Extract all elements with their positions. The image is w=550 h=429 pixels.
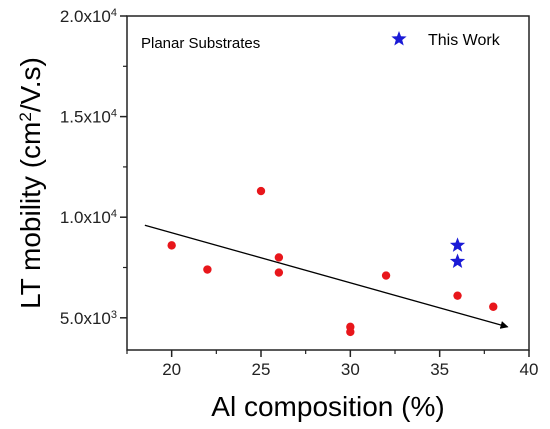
- trend-arrow: [144, 224, 509, 329]
- y-tick-mantissa: 5.0x10: [60, 309, 111, 328]
- y-tick-exponent: 4: [111, 208, 117, 220]
- data-point: [346, 327, 355, 337]
- x-tick-label: 20: [162, 360, 181, 379]
- data-point: [274, 253, 284, 262]
- y-tick-mantissa: 1.0x10: [60, 208, 111, 227]
- data-point-star: [449, 237, 466, 252]
- y-tick-exponent: 4: [111, 7, 117, 19]
- y-tick-label: 2.0x104: [60, 7, 117, 26]
- x-tick-label: 40: [520, 360, 539, 379]
- data-point: [381, 271, 391, 280]
- data-point: [256, 186, 266, 196]
- plot-marks: [144, 186, 509, 337]
- y-tick-exponent: 4: [111, 108, 117, 120]
- data-point: [453, 291, 462, 300]
- y-axis-title: LT mobility (cm2/V.s): [15, 57, 46, 309]
- y-tick-mantissa: 2.0x10: [60, 7, 111, 26]
- x-axis-title: Al composition (%): [211, 391, 444, 422]
- legend-star-marker: [391, 31, 407, 46]
- y-tick-label: 1.5x104: [60, 108, 117, 127]
- y-tick-label: 1.0x104: [60, 208, 117, 227]
- annotation-planar-substrates: Planar Substrates: [141, 35, 260, 52]
- x-tick-label: 30: [341, 360, 360, 379]
- x-axis-ticks: 20 25 30 35 40: [126, 350, 539, 379]
- y-tick-label: 5.0x103: [60, 309, 117, 328]
- x-tick-label: 25: [252, 360, 271, 379]
- y-tick-mantissa: 1.5x10: [60, 108, 111, 127]
- y-axis-title-text: LT mobility (cm2/V.s): [15, 57, 46, 309]
- y-axis-title-superscript: 2: [16, 112, 35, 121]
- data-point: [489, 302, 498, 311]
- plot-frame: [126, 15, 530, 351]
- x-tick-label: 35: [430, 360, 449, 379]
- data-point: [167, 241, 176, 250]
- data-point: [203, 265, 212, 274]
- y-tick-exponent: 3: [111, 309, 117, 321]
- data-point-star: [449, 253, 466, 268]
- data-point: [274, 268, 284, 277]
- legend-label-this-work: This Work: [428, 32, 501, 49]
- legend: This Work: [391, 31, 501, 49]
